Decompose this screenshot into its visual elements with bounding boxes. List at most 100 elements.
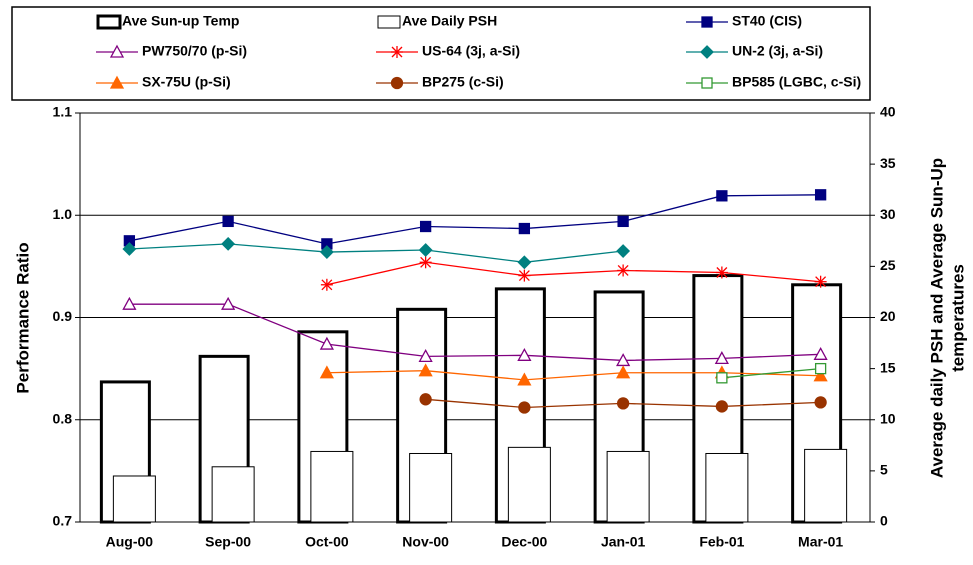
- marker: [814, 396, 827, 409]
- legend-label: ST40 (CIS): [732, 13, 802, 29]
- marker: [390, 76, 404, 90]
- marker: [319, 245, 334, 259]
- marker: [617, 215, 629, 228]
- bar: [606, 450, 650, 523]
- x-tick-label: Mar-01: [798, 534, 843, 550]
- series-line: [721, 367, 821, 379]
- series-line: [129, 303, 821, 362]
- marker: [616, 244, 631, 258]
- marker: [418, 348, 433, 363]
- marker: [122, 296, 137, 310]
- x-tick-label: Aug-00: [106, 534, 154, 550]
- series-line: [326, 261, 821, 286]
- marker: [714, 351, 729, 365]
- marker: [814, 275, 827, 288]
- x-tick-label: Sep-00: [205, 534, 251, 550]
- marker: [221, 236, 236, 251]
- bar: [310, 450, 354, 523]
- y-tick-label: 0.7: [53, 513, 73, 529]
- legend-label: BP585 (LGBC, c-Si): [732, 74, 861, 90]
- y2-axis-title: temperatures: [948, 264, 967, 372]
- y2-tick-label: 15: [880, 359, 896, 375]
- marker-stroke: [617, 265, 629, 276]
- marker: [221, 296, 236, 310]
- marker: [716, 190, 728, 202]
- marker: [813, 346, 828, 360]
- marker: [320, 278, 333, 291]
- marker: [715, 266, 728, 279]
- y-axis-title: Performance Ratio: [13, 242, 32, 393]
- y2-tick-label: 5: [880, 462, 888, 478]
- marker: [109, 44, 125, 58]
- x-tick-label: Jan-01: [601, 534, 646, 550]
- marker: [814, 362, 827, 375]
- x-tick-label: Dec-00: [501, 534, 547, 550]
- marker: [700, 45, 714, 59]
- marker-stroke: [815, 276, 827, 288]
- marker: [616, 365, 631, 379]
- x-tick-label: Nov-00: [402, 534, 449, 550]
- y2-tick-label: 25: [880, 257, 896, 273]
- bar: [507, 446, 551, 523]
- y2-tick-label: 40: [880, 104, 896, 120]
- marker: [109, 75, 125, 89]
- legend-label: Ave Sun-up Temp: [122, 13, 239, 29]
- legend-label: SX-75U (p-Si): [142, 74, 231, 90]
- y2-tick-label: 20: [880, 308, 896, 324]
- marker-stroke: [518, 270, 530, 282]
- y2-tick-label: 10: [880, 410, 896, 426]
- series-line: [129, 194, 821, 245]
- y2-tick-label: 35: [880, 155, 896, 171]
- series-line: [326, 370, 821, 381]
- y2-tick-label: 0: [880, 513, 888, 529]
- marker: [518, 401, 531, 414]
- y2-axis-title: Average daily PSH and Average Sun-Up: [927, 158, 946, 478]
- legend-label: US-64 (3j, a-Si): [422, 43, 520, 59]
- marker: [222, 215, 234, 228]
- legend-swatch: [96, 14, 122, 30]
- y-tick-label: 1.1: [53, 104, 73, 120]
- marker-stroke: [321, 279, 333, 291]
- marker: [814, 189, 827, 201]
- marker: [391, 46, 403, 58]
- marker: [418, 363, 433, 377]
- marker: [517, 255, 532, 270]
- y-tick-label: 1.0: [53, 206, 73, 222]
- marker: [716, 372, 728, 384]
- x-tick-label: Feb-01: [699, 534, 744, 550]
- legend-label: UN-2 (3j, a-Si): [732, 43, 823, 59]
- legend-swatch: [377, 15, 401, 29]
- marker: [517, 347, 532, 361]
- marker: [122, 242, 137, 256]
- marker: [617, 264, 630, 277]
- marker: [419, 220, 432, 233]
- marker-stroke: [716, 267, 728, 278]
- marker: [419, 256, 432, 269]
- marker: [715, 400, 729, 413]
- legend-label: BP275 (c-Si): [422, 74, 504, 90]
- marker: [418, 243, 433, 257]
- marker: [701, 16, 713, 28]
- marker: [518, 269, 531, 282]
- marker: [419, 393, 432, 406]
- series-line: [129, 243, 624, 263]
- marker: [616, 397, 630, 410]
- legend-label: Ave Daily PSH: [402, 13, 497, 29]
- marker: [518, 222, 531, 235]
- marker-stroke: [391, 46, 403, 58]
- x-tick-label: Oct-00: [305, 534, 349, 550]
- bar: [211, 466, 255, 523]
- y-tick-label: 0.9: [53, 308, 73, 324]
- y2-tick-label: 30: [880, 206, 896, 222]
- marker: [701, 77, 713, 89]
- marker: [517, 372, 532, 386]
- marker-stroke: [420, 256, 432, 268]
- marker: [319, 365, 334, 379]
- legend-label: PW750/70 (p-Si): [142, 43, 247, 59]
- marker: [813, 368, 828, 382]
- bar: [112, 475, 156, 523]
- bar: [804, 448, 848, 523]
- bar: [409, 452, 453, 523]
